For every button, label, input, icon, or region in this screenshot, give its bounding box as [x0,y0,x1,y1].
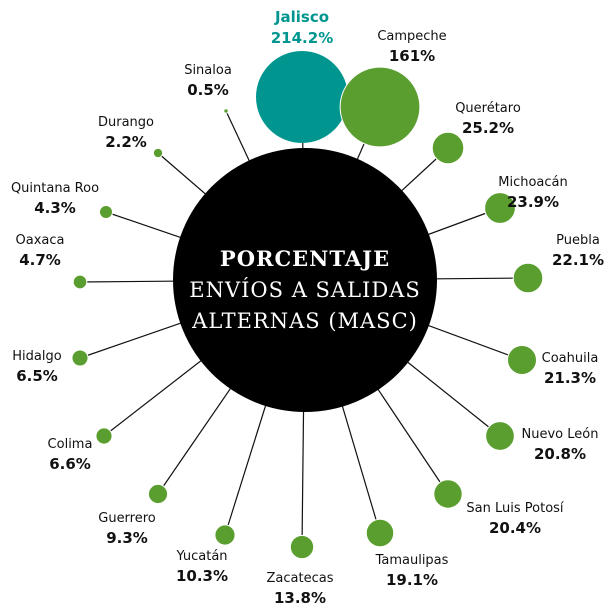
category-label: Nuevo León [522,427,599,442]
bubble [147,483,169,505]
value-label: 9.3% [106,529,148,547]
category-label: Tamaulipas [375,553,449,568]
bubble [152,147,164,159]
bubble [95,427,113,445]
bubble [339,66,421,148]
category-label: Puebla [556,233,600,248]
value-label: 23.9% [507,193,559,211]
value-label: 6.5% [16,367,58,385]
category-label: Jalisco [274,8,329,26]
bubble [72,274,88,290]
category-label: Colima [48,437,93,452]
category-label: Zacatecas [267,571,334,586]
value-label: 6.6% [49,455,91,473]
bubble [484,192,516,224]
category-label: Campeche [377,29,446,44]
bubble [289,534,315,560]
bubble [433,479,463,509]
value-label: 4.7% [19,251,61,269]
bubble [512,262,544,294]
category-label: Coahuila [542,351,599,366]
category-label: Yucatán [175,549,227,564]
bubble [485,421,515,451]
value-label: 19.1% [386,571,438,589]
bubble [431,131,465,165]
category-label: Quintana Roo [11,181,99,196]
category-label: Durango [98,115,154,130]
bubble [256,51,348,143]
bubble [223,108,229,114]
value-label: 4.3% [34,199,76,217]
value-label: 2.2% [105,133,147,151]
value-label: 13.8% [274,589,326,607]
category-label: Oaxaca [16,233,65,248]
bubble [506,344,538,376]
category-label: Michoacán [498,175,568,190]
chart-subtitle: ENVÍOS A SALIDAS [189,278,420,302]
center-circle [173,148,437,412]
value-label: 161% [389,47,435,65]
bubble [214,524,236,546]
value-label: 21.3% [544,369,596,387]
category-label: Hidalgo [12,349,61,364]
value-label: 214.2% [271,29,333,47]
value-label: 20.4% [489,519,541,537]
value-label: 10.3% [176,567,228,585]
chart-subtitle: ALTERNAS (MASC) [191,309,418,333]
category-label: Guerrero [98,511,156,526]
chart-title: PORCENTAJE [220,246,390,271]
bubble [98,204,114,220]
value-label: 25.2% [462,119,514,137]
category-label: San Luis Potosí [466,501,564,516]
bubble [365,518,395,548]
value-label: 22.1% [552,251,604,269]
category-label: Querétaro [455,101,521,116]
category-label: Sinaloa [184,63,232,78]
bubble [71,349,89,367]
value-label: 0.5% [187,81,229,99]
value-label: 20.8% [534,445,586,463]
